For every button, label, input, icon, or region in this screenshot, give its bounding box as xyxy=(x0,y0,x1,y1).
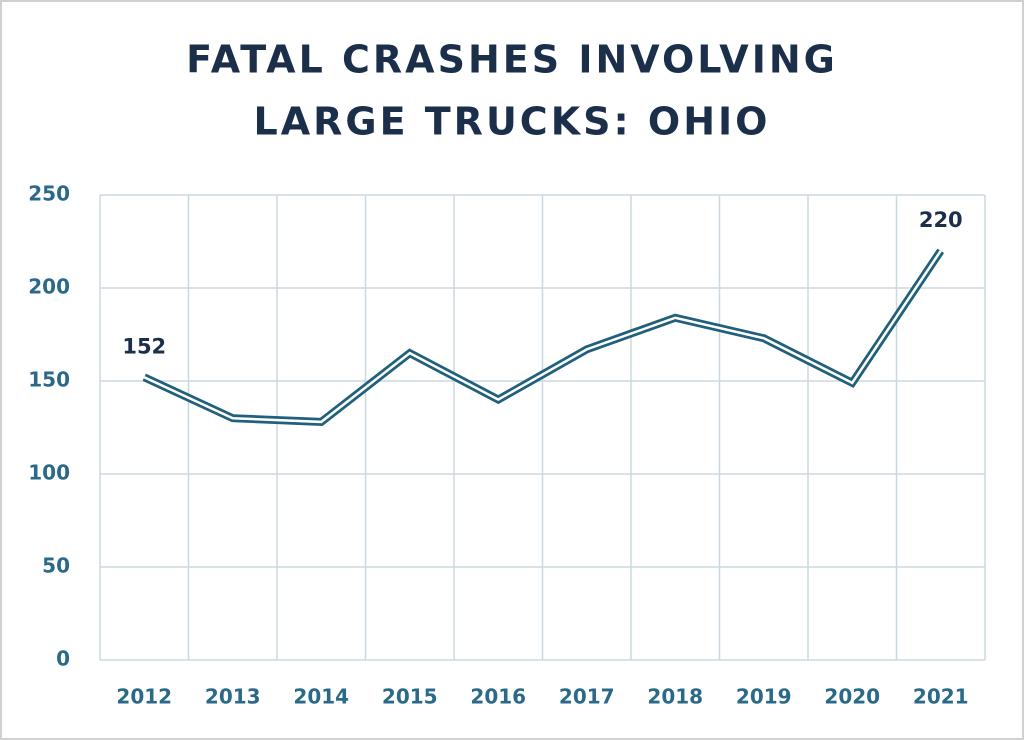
y-tick-label: 250 xyxy=(28,182,70,206)
x-tick-label: 2013 xyxy=(205,685,261,709)
x-tick-label: 2016 xyxy=(470,685,526,709)
line-highlight xyxy=(143,250,942,424)
data-label: 152 xyxy=(122,334,166,358)
y-tick-label: 100 xyxy=(28,461,70,485)
x-tick-label: 2020 xyxy=(824,685,880,709)
x-tick-label: 2021 xyxy=(913,685,969,709)
x-tick-label: 2018 xyxy=(647,685,703,709)
x-tick-label: 2014 xyxy=(293,685,349,709)
y-tick-label: 50 xyxy=(42,554,70,578)
y-tick-label: 0 xyxy=(56,647,70,671)
chart-title: FATAL CRASHES INVOLVING xyxy=(186,38,838,82)
x-tick-label: 2012 xyxy=(116,685,172,709)
chart-title: LARGE TRUCKS: OHIO xyxy=(254,100,771,144)
y-tick-label: 150 xyxy=(28,368,70,392)
data-label: 220 xyxy=(919,208,963,232)
x-tick-label: 2017 xyxy=(559,685,615,709)
x-tick-label: 2019 xyxy=(736,685,792,709)
x-tick-label: 2015 xyxy=(382,685,438,709)
y-tick-label: 200 xyxy=(28,275,70,299)
